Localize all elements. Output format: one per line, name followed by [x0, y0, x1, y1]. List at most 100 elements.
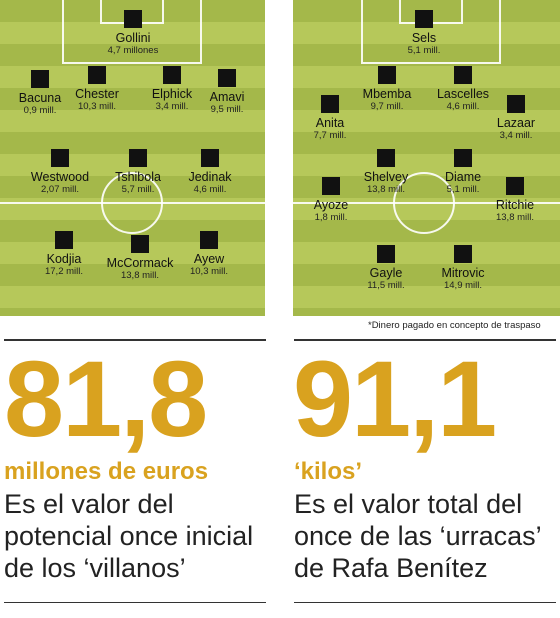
player-value: 9,7 mill. [370, 101, 404, 112]
player-card: Westwood 2,07 mill. [5, 149, 115, 195]
player-value: 4,7 millones [107, 45, 159, 56]
player-name: Westwood [30, 170, 90, 184]
player-value: 3,4 mill. [499, 130, 533, 141]
shirt-icon [377, 245, 395, 263]
shirt-icon [51, 149, 69, 167]
divider [4, 339, 266, 341]
player-value: 14,9 mill. [443, 280, 482, 291]
description-line: de Rafa Benítez [294, 553, 488, 583]
shirt-icon [454, 66, 472, 84]
footnote: *Dinero pagado en concepto de traspaso [368, 320, 541, 331]
player-card: Ayoze 1,8 mill. [293, 177, 386, 223]
shirt-icon [378, 66, 396, 84]
penalty-area-line [62, 0, 202, 64]
shirt-icon [31, 70, 49, 88]
divider [294, 602, 556, 603]
left-pitch: Gollini 4,7 millones Bacuna 0,9 mill. Ch… [0, 0, 265, 316]
description-line: de los ‘villanos’ [4, 553, 186, 583]
player-card: Mbemba 9,7 mill. [332, 66, 442, 112]
player-card: Chester 10,3 mill. [42, 66, 152, 112]
shirt-icon [131, 235, 149, 253]
shirt-icon [124, 10, 142, 28]
player-card: Gollini 4,7 millones [78, 10, 188, 56]
player-card: Kodjia 17,2 mill. [9, 231, 119, 277]
player-card: Lascelles 4,6 mill. [408, 66, 518, 112]
shirt-icon [129, 149, 147, 167]
player-value: 13,8 mill. [366, 184, 405, 195]
player-name: McCormack [106, 256, 174, 270]
player-value: 5,1 mill. [407, 45, 441, 56]
shirt-icon [454, 149, 472, 167]
player-value: 10,3 mill. [77, 101, 116, 112]
player-name: Bacuna [18, 91, 62, 105]
player-name: Anita [315, 116, 345, 130]
player-card: Amavi 9,5 mill. [172, 69, 265, 115]
right-description: Es el valor total del once de las ‘urrac… [294, 488, 542, 584]
player-card: Jedinak 4,6 mill. [155, 149, 265, 195]
shirt-icon [218, 69, 236, 87]
player-card: Sels 5,1 mill. [369, 10, 479, 56]
player-card: Anita 7,7 mill. [293, 95, 385, 141]
player-card: McCormack 13,8 mill. [85, 235, 195, 281]
player-card: Gayle 11,5 mill. [331, 245, 441, 291]
center-circle [393, 172, 455, 234]
description-line: Es el valor del [4, 489, 174, 519]
shirt-icon [88, 66, 106, 84]
player-name: Jedinak [188, 170, 232, 184]
player-value: 0,9 mill. [23, 105, 57, 116]
player-name: Chester [75, 87, 119, 101]
player-name: Amavi [209, 90, 245, 104]
player-name: Elphick [151, 87, 193, 101]
player-name: Tshibola [115, 170, 161, 184]
player-card: Shelvey 13,8 mill. [331, 149, 441, 195]
player-name: Ritchie [495, 198, 535, 212]
shirt-icon [415, 10, 433, 28]
player-name: Ayew [193, 252, 225, 266]
player-name: Lazaar [496, 116, 536, 130]
player-name: Gollini [115, 31, 151, 45]
description-line: Es el valor total del [294, 489, 523, 519]
shirt-icon [322, 177, 340, 195]
player-value: 7,7 mill. [313, 130, 347, 141]
left-description: Es el valor del potencial once inicial d… [4, 488, 253, 584]
player-value: 9,5 mill. [210, 104, 244, 115]
player-value: 3,4 mill. [155, 101, 189, 112]
description-line: once de las ‘urracas’ [294, 521, 542, 551]
player-value: 5,7 mill. [121, 184, 155, 195]
player-name: Lascelles [436, 87, 490, 101]
player-card: Lazaar 3,4 mill. [461, 95, 560, 141]
player-name: Sels [411, 31, 437, 45]
center-circle [101, 172, 163, 234]
player-value: 11,5 mill. [367, 280, 405, 291]
player-name: Mitrovic [441, 266, 485, 280]
player-value: 4,6 mill. [446, 101, 480, 112]
right-unit: ‘kilos’ [294, 458, 363, 485]
shirt-icon [507, 95, 525, 113]
player-name: Diame [444, 170, 482, 184]
player-card: Diame 5,1 mill. [408, 149, 518, 195]
player-card: Elphick 3,4 mill. [117, 66, 227, 112]
player-value: 4,6 mill. [193, 184, 227, 195]
player-value: 10,3 mill. [189, 266, 228, 277]
divider [294, 339, 556, 341]
player-name: Ayoze [313, 198, 349, 212]
shirt-icon [201, 149, 219, 167]
penalty-area-line [361, 0, 501, 64]
right-pitch: Sels 5,1 mill. Mbemba 9,7 mill. Lascelle… [293, 0, 560, 316]
left-unit: millones de euros [4, 458, 209, 485]
player-value: 1,8 mill. [314, 212, 348, 223]
player-card: Ritchie 13,8 mill. [460, 177, 560, 223]
player-card: Ayew 10,3 mill. [154, 231, 264, 277]
player-value: 5,1 mill. [446, 184, 480, 195]
player-name: Gayle [369, 266, 403, 280]
shirt-icon [200, 231, 218, 249]
right-big-number: 91,1 [293, 338, 497, 459]
player-name: Kodjia [46, 252, 82, 266]
player-name: Mbemba [362, 87, 412, 101]
shirt-icon [454, 245, 472, 263]
shirt-icon [163, 66, 181, 84]
player-value: 13,8 mill. [495, 212, 534, 223]
shirt-icon [377, 149, 395, 167]
description-line: potencial once inicial [4, 521, 254, 551]
shirt-icon [321, 95, 339, 113]
